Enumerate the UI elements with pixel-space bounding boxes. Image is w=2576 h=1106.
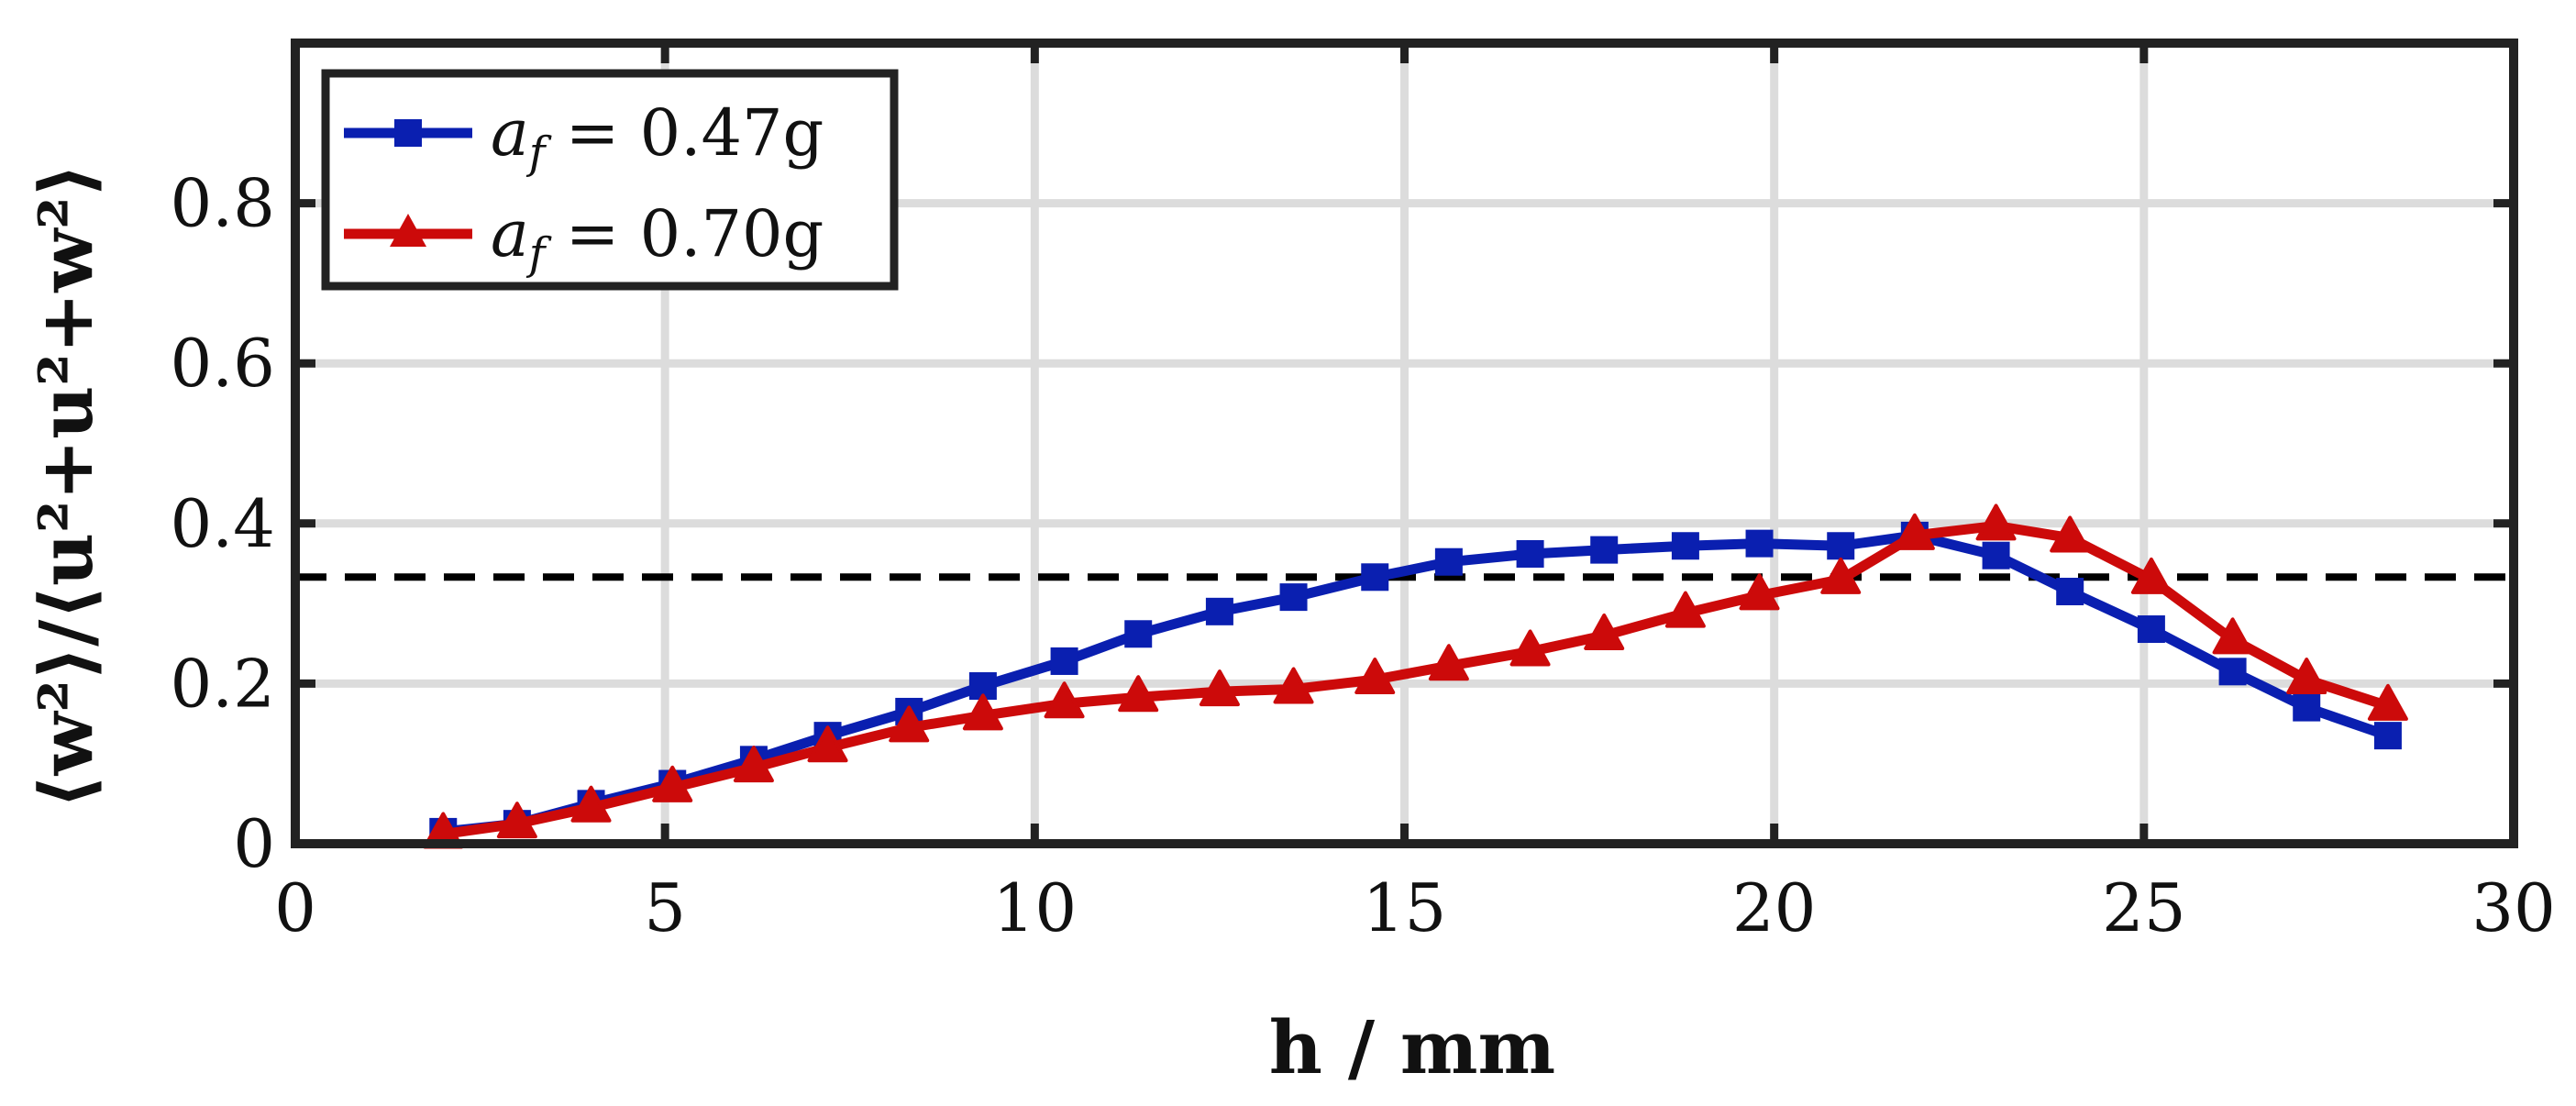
x-tick-label: 30 <box>2471 869 2556 946</box>
data-point-square <box>1050 647 1078 675</box>
data-point-square <box>1361 563 1389 592</box>
data-point-square <box>1279 583 1308 612</box>
data-point-triangle <box>1975 503 2017 541</box>
data-point-triangle <box>496 802 537 839</box>
data-point-triangle <box>1584 614 1625 651</box>
x-tick-label: 0 <box>274 869 316 946</box>
series-line-2 <box>442 520 2390 839</box>
data-point-triangle <box>807 725 848 763</box>
data-point-square <box>1827 532 1855 560</box>
legend-label-2: af = 0.70g <box>491 196 824 280</box>
data-point-triangle <box>570 785 612 823</box>
data-point-triangle <box>1199 669 1240 707</box>
data-point-triangle <box>2050 515 2091 553</box>
data-point-triangle <box>1354 658 1396 695</box>
data-point-triangle <box>2212 617 2253 655</box>
series-group <box>423 503 2408 849</box>
data-point-triangle <box>733 746 774 783</box>
data-point-square <box>2373 722 2402 750</box>
grid <box>295 43 2514 844</box>
data-point-triangle <box>1739 573 1780 611</box>
data-point-triangle <box>652 765 693 802</box>
data-point-triangle <box>2130 557 2172 594</box>
data-point-square <box>1205 597 1233 625</box>
legend-label-1: af = 0.47g <box>491 95 824 179</box>
axes <box>291 39 2518 848</box>
y-tick-label: 0.8 <box>170 165 275 242</box>
y-tick-label: 0.4 <box>170 485 275 562</box>
data-point-triangle <box>889 705 930 743</box>
data-point-square <box>2218 658 2247 686</box>
x-tick-label: 15 <box>1363 869 1447 946</box>
data-point-triangle <box>962 693 1003 731</box>
data-point-square <box>1590 536 1619 564</box>
data-point-square <box>1745 529 1774 558</box>
legend-marker-square <box>394 119 422 147</box>
y-axis-label: ⟨w²⟩/⟨u²+u²+w²⟩ <box>23 163 109 809</box>
data-point-square <box>1671 532 1699 560</box>
data-point-square <box>2056 578 2084 606</box>
x-tick-label: 25 <box>2102 869 2186 946</box>
tick-labels: 0 5 10 15 20 25 30 0 0.2 0.4 0.6 0.8 <box>170 165 2555 946</box>
data-point-triangle <box>1894 513 1935 550</box>
data-point-triangle <box>1428 644 1469 681</box>
data-point-square <box>1516 539 1544 568</box>
y-tick-label: 0 <box>233 805 275 882</box>
x-tick-label: 10 <box>993 869 1078 946</box>
data-point-square <box>2293 693 2321 722</box>
x-axis-label: h / mm <box>1269 1004 1555 1090</box>
data-point-triangle <box>2367 683 2408 721</box>
x-tick-label: 20 <box>1732 869 1817 946</box>
legend: af = 0.47g af = 0.70g <box>321 69 899 291</box>
data-point-triangle <box>1118 675 1159 713</box>
y-tick-label: 0.6 <box>170 325 275 402</box>
data-point-square <box>1124 620 1153 648</box>
data-point-triangle <box>1664 591 1706 628</box>
data-point-square <box>2137 615 2165 644</box>
data-point-triangle <box>1273 667 1314 704</box>
data-point-triangle <box>1044 681 1085 719</box>
x-tick-label: 5 <box>644 869 686 946</box>
data-point-square <box>1982 541 2010 570</box>
data-point-triangle <box>2286 658 2327 695</box>
data-point-triangle <box>1509 629 1551 667</box>
data-point-square <box>1434 547 1463 576</box>
data-point-triangle <box>1820 557 1862 594</box>
y-tick-label: 0.2 <box>170 645 275 722</box>
legend-marker-triangle <box>390 214 426 247</box>
legend-box <box>321 69 899 291</box>
